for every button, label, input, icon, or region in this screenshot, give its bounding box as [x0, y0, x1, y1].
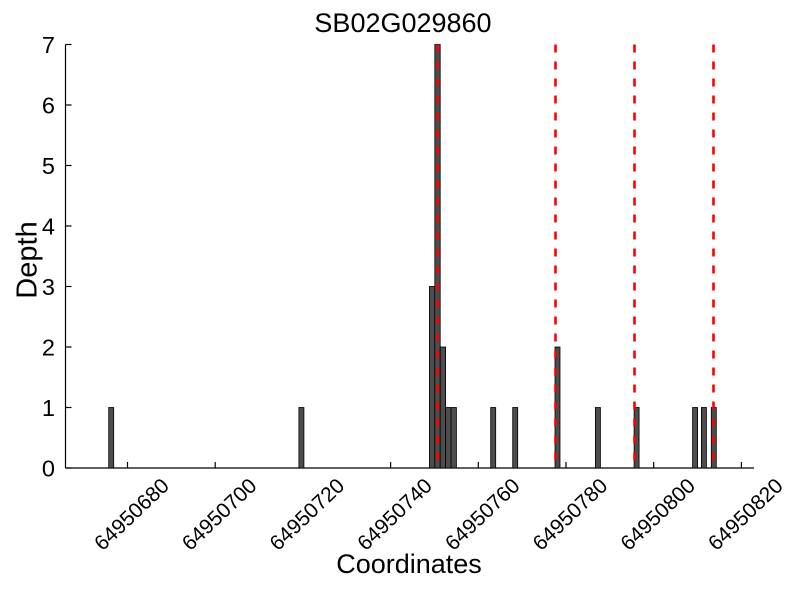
svg-text:7: 7 — [42, 32, 55, 58]
svg-text:1: 1 — [42, 395, 55, 421]
svg-text:0: 0 — [42, 456, 55, 482]
svg-text:SB02G029860: SB02G029860 — [314, 8, 491, 38]
svg-text:5: 5 — [42, 153, 55, 179]
svg-text:2: 2 — [42, 335, 55, 361]
svg-text:Coordinates: Coordinates — [336, 549, 482, 579]
svg-text:6: 6 — [42, 93, 55, 119]
svg-text:4: 4 — [42, 214, 55, 240]
svg-text:Depth: Depth — [12, 221, 44, 298]
svg-text:3: 3 — [42, 274, 55, 300]
